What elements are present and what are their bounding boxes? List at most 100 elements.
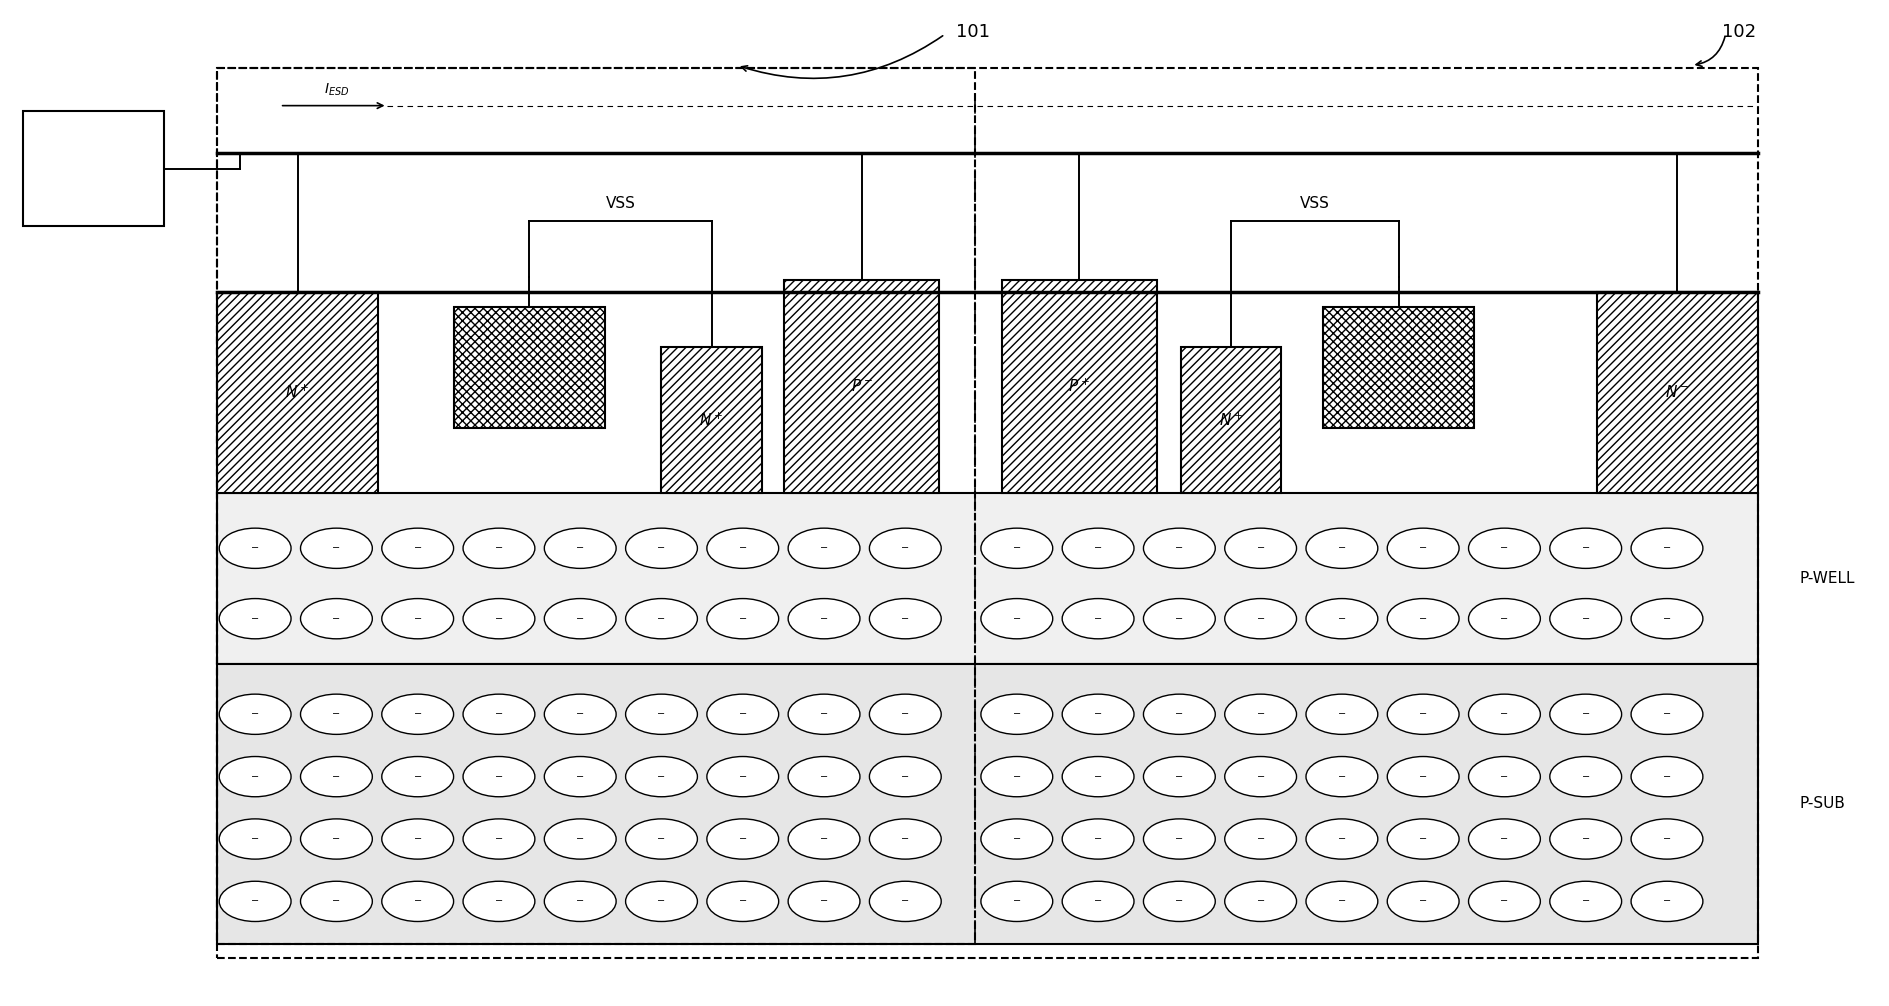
Ellipse shape xyxy=(1630,881,1702,921)
Ellipse shape xyxy=(1305,819,1377,859)
Text: −: − xyxy=(495,614,502,624)
Ellipse shape xyxy=(1387,528,1458,568)
Text: −: − xyxy=(1500,772,1507,782)
Text: $N^+$: $N^+$ xyxy=(285,383,310,401)
Ellipse shape xyxy=(788,694,859,734)
Text: −: − xyxy=(739,896,746,906)
Ellipse shape xyxy=(1468,694,1540,734)
Text: −: − xyxy=(1419,614,1426,624)
Text: −: − xyxy=(901,772,909,782)
Ellipse shape xyxy=(625,881,697,921)
Text: −: − xyxy=(1337,896,1345,906)
Text: −: − xyxy=(576,834,584,844)
Text: −: − xyxy=(1500,614,1507,624)
Ellipse shape xyxy=(869,599,941,639)
Ellipse shape xyxy=(544,819,616,859)
Text: −: − xyxy=(495,543,502,553)
Text: −: − xyxy=(251,772,259,782)
Text: −: − xyxy=(1500,834,1507,844)
Text: −: − xyxy=(657,772,665,782)
Ellipse shape xyxy=(1224,694,1296,734)
Text: −: − xyxy=(1013,834,1020,844)
Text: −: − xyxy=(1175,709,1183,719)
Text: −: − xyxy=(1419,543,1426,553)
Ellipse shape xyxy=(1549,757,1621,797)
Text: 102: 102 xyxy=(1721,23,1755,41)
Text: −: − xyxy=(739,614,746,624)
Bar xyxy=(1181,347,1281,493)
Ellipse shape xyxy=(1630,819,1702,859)
Text: −: − xyxy=(657,834,665,844)
Ellipse shape xyxy=(788,757,859,797)
Ellipse shape xyxy=(869,528,941,568)
Text: P-SUB: P-SUB xyxy=(1798,797,1844,811)
Text: −: − xyxy=(1662,772,1670,782)
Ellipse shape xyxy=(219,819,291,859)
Text: −: − xyxy=(1337,834,1345,844)
Bar xyxy=(784,280,939,493)
Ellipse shape xyxy=(1224,881,1296,921)
Text: −: − xyxy=(1419,896,1426,906)
Ellipse shape xyxy=(706,819,778,859)
Bar xyxy=(217,664,1757,944)
Text: $N^+$: $N^+$ xyxy=(1218,411,1243,429)
Text: −: − xyxy=(901,896,909,906)
Text: −: − xyxy=(820,772,827,782)
Ellipse shape xyxy=(300,694,372,734)
Ellipse shape xyxy=(544,599,616,639)
Text: $N^-$: $N^-$ xyxy=(1664,384,1689,400)
Ellipse shape xyxy=(1143,599,1215,639)
Ellipse shape xyxy=(1630,757,1702,797)
Ellipse shape xyxy=(788,599,859,639)
Ellipse shape xyxy=(1143,819,1215,859)
Text: −: − xyxy=(739,772,746,782)
Ellipse shape xyxy=(544,881,616,921)
Text: −: − xyxy=(414,772,421,782)
Text: −: − xyxy=(332,772,340,782)
Ellipse shape xyxy=(869,881,941,921)
Text: −: − xyxy=(1581,834,1589,844)
Text: −: − xyxy=(1094,772,1101,782)
Text: 101: 101 xyxy=(956,23,990,41)
Bar xyxy=(661,347,761,493)
Text: −: − xyxy=(820,896,827,906)
Text: −: − xyxy=(1175,543,1183,553)
Bar xyxy=(1001,280,1156,493)
Text: −: − xyxy=(1256,896,1264,906)
Text: −: − xyxy=(414,543,421,553)
Ellipse shape xyxy=(1468,757,1540,797)
Ellipse shape xyxy=(1387,819,1458,859)
Ellipse shape xyxy=(625,757,697,797)
Text: −: − xyxy=(1256,543,1264,553)
Ellipse shape xyxy=(382,694,453,734)
Ellipse shape xyxy=(463,528,535,568)
Ellipse shape xyxy=(1468,599,1540,639)
Ellipse shape xyxy=(1387,757,1458,797)
Text: −: − xyxy=(332,543,340,553)
Ellipse shape xyxy=(1305,599,1377,639)
Ellipse shape xyxy=(544,757,616,797)
Text: −: − xyxy=(901,614,909,624)
Ellipse shape xyxy=(706,694,778,734)
Text: −: − xyxy=(1581,543,1589,553)
Text: −: − xyxy=(1094,709,1101,719)
Ellipse shape xyxy=(300,757,372,797)
Ellipse shape xyxy=(1062,528,1133,568)
Text: −: − xyxy=(495,896,502,906)
Text: −: − xyxy=(1013,709,1020,719)
Text: −: − xyxy=(414,834,421,844)
Ellipse shape xyxy=(1062,819,1133,859)
Text: −: − xyxy=(1013,772,1020,782)
Bar xyxy=(1596,292,1757,493)
Ellipse shape xyxy=(463,757,535,797)
Text: −: − xyxy=(1662,543,1670,553)
Text: −: − xyxy=(1094,834,1101,844)
Text: −: − xyxy=(576,709,584,719)
Text: VSS: VSS xyxy=(1300,196,1330,210)
Ellipse shape xyxy=(869,757,941,797)
Ellipse shape xyxy=(1143,528,1215,568)
Ellipse shape xyxy=(980,757,1052,797)
Ellipse shape xyxy=(625,694,697,734)
Ellipse shape xyxy=(625,819,697,859)
Text: −: − xyxy=(576,896,584,906)
